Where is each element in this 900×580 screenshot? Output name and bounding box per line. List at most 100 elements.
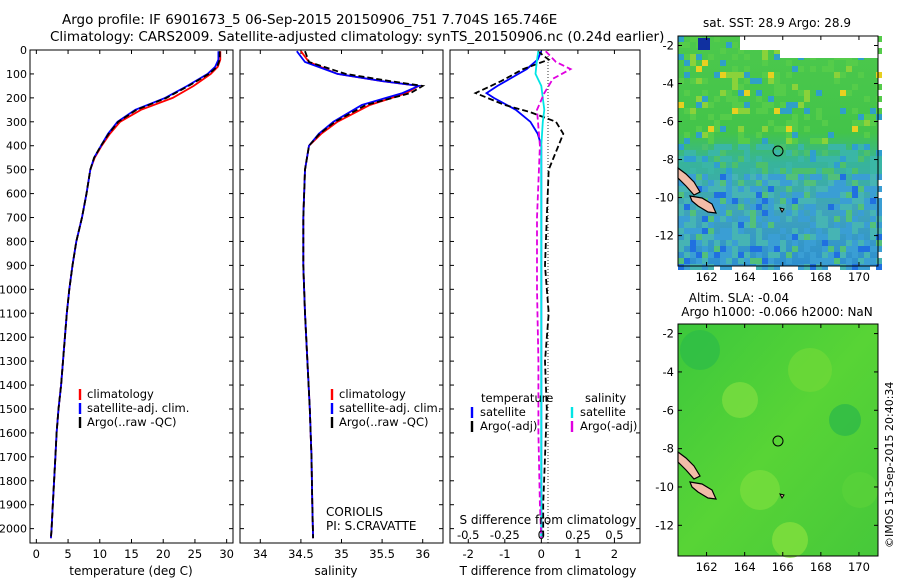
sst-cell <box>696 174 702 180</box>
sst-cell <box>678 42 684 48</box>
sst-cell <box>738 144 744 150</box>
sst-cell <box>870 180 876 186</box>
sst-cell <box>846 210 852 216</box>
sst-cell <box>738 222 744 228</box>
map-y-tick-label: -12 <box>655 518 674 532</box>
sst-cell <box>738 258 744 264</box>
sst-cell <box>762 240 768 246</box>
sst-cell <box>696 180 702 186</box>
sst-cell <box>714 150 720 156</box>
sst-cell <box>840 264 846 270</box>
sst-cell <box>684 150 690 156</box>
sst-cell <box>684 42 690 48</box>
sst-cell <box>768 204 774 210</box>
sst-cell <box>684 132 690 138</box>
sst-cell <box>834 180 840 186</box>
sst-cell <box>846 222 852 228</box>
temperature-x-axis: 0 5 10 15 20 25 30 <box>33 50 234 561</box>
sst-cell <box>786 186 792 192</box>
series-line-satellite-adj-clim- <box>296 50 422 539</box>
sst-cell <box>858 198 864 204</box>
sst-cell <box>774 240 780 246</box>
sst-cell <box>792 150 798 156</box>
sst-cell <box>792 84 798 90</box>
sst-cell <box>732 162 738 168</box>
sst-cell <box>732 108 738 114</box>
sst-cell <box>768 198 774 204</box>
sst-cell <box>798 252 804 258</box>
sla-blob <box>680 330 720 370</box>
sst-cell <box>762 48 768 54</box>
sst-cell <box>786 120 792 126</box>
depth-tick-label: 1600 <box>0 427 27 440</box>
sst-cell <box>744 138 750 144</box>
sst-cell <box>708 126 714 132</box>
sst-cell <box>828 258 834 264</box>
sst-cell <box>792 180 798 186</box>
sst-cell <box>756 90 762 96</box>
salinity-axes-frame <box>239 49 444 544</box>
sst-cell <box>702 144 708 150</box>
sst-cell <box>732 234 738 240</box>
sst-cell <box>684 186 690 192</box>
sst-cell <box>678 210 684 216</box>
map-x-tick-label: 168 <box>810 270 832 284</box>
sst-cell <box>870 246 876 252</box>
sst-cell <box>846 186 852 192</box>
sst-cell <box>804 264 810 270</box>
sst-cell <box>744 192 750 198</box>
sst-cell <box>870 258 876 264</box>
sst-cell <box>816 90 822 96</box>
sst-cell <box>828 228 834 234</box>
sst-cell <box>774 252 780 258</box>
sst-cell <box>876 210 882 216</box>
sst-cell <box>726 210 732 216</box>
sst-cell <box>846 258 852 264</box>
sst-cell <box>774 234 780 240</box>
sst-cell <box>804 180 810 186</box>
sst-cell <box>720 258 726 264</box>
sst-cell <box>684 228 690 234</box>
sst-cell <box>852 174 858 180</box>
sst-cell <box>840 174 846 180</box>
sst-cell <box>762 192 768 198</box>
sst-cell <box>792 126 798 132</box>
sst-cell <box>720 186 726 192</box>
sst-cell <box>846 198 852 204</box>
sst-cell <box>714 36 720 42</box>
sst-cell <box>702 216 708 222</box>
sst-cell <box>834 252 840 258</box>
x-tick-label: -1 <box>499 547 510 561</box>
sst-cell <box>714 234 720 240</box>
sst-cell <box>810 168 816 174</box>
x-tick-label: 34 <box>253 547 268 561</box>
map-y-tick-label: -10 <box>655 191 674 205</box>
sst-cell <box>744 186 750 192</box>
sst-cell <box>822 240 828 246</box>
legend-label: satellite-adj. clim. <box>87 401 189 415</box>
sst-cell <box>702 186 708 192</box>
sst-cell <box>708 138 714 144</box>
sst-cell <box>780 84 786 90</box>
sst-cell <box>852 156 858 162</box>
sst-cell <box>714 126 720 132</box>
x-tick-label: 0 <box>33 547 40 561</box>
sst-cell <box>834 258 840 264</box>
sst-cell <box>732 222 738 228</box>
sst-cell <box>876 168 882 174</box>
sst-cell <box>726 186 732 192</box>
sst-cell <box>684 264 690 270</box>
sst-cell <box>768 264 774 270</box>
sst-cell <box>762 144 768 150</box>
sst-cell <box>858 120 864 126</box>
sst-cell <box>870 204 876 210</box>
sst-cell <box>768 192 774 198</box>
sst-cell <box>780 180 786 186</box>
sst-cell <box>720 204 726 210</box>
sst-cell <box>732 72 738 78</box>
sst-cell <box>696 186 702 192</box>
sst-cell <box>744 258 750 264</box>
sst-cell <box>702 102 708 108</box>
sst-cell <box>774 90 780 96</box>
